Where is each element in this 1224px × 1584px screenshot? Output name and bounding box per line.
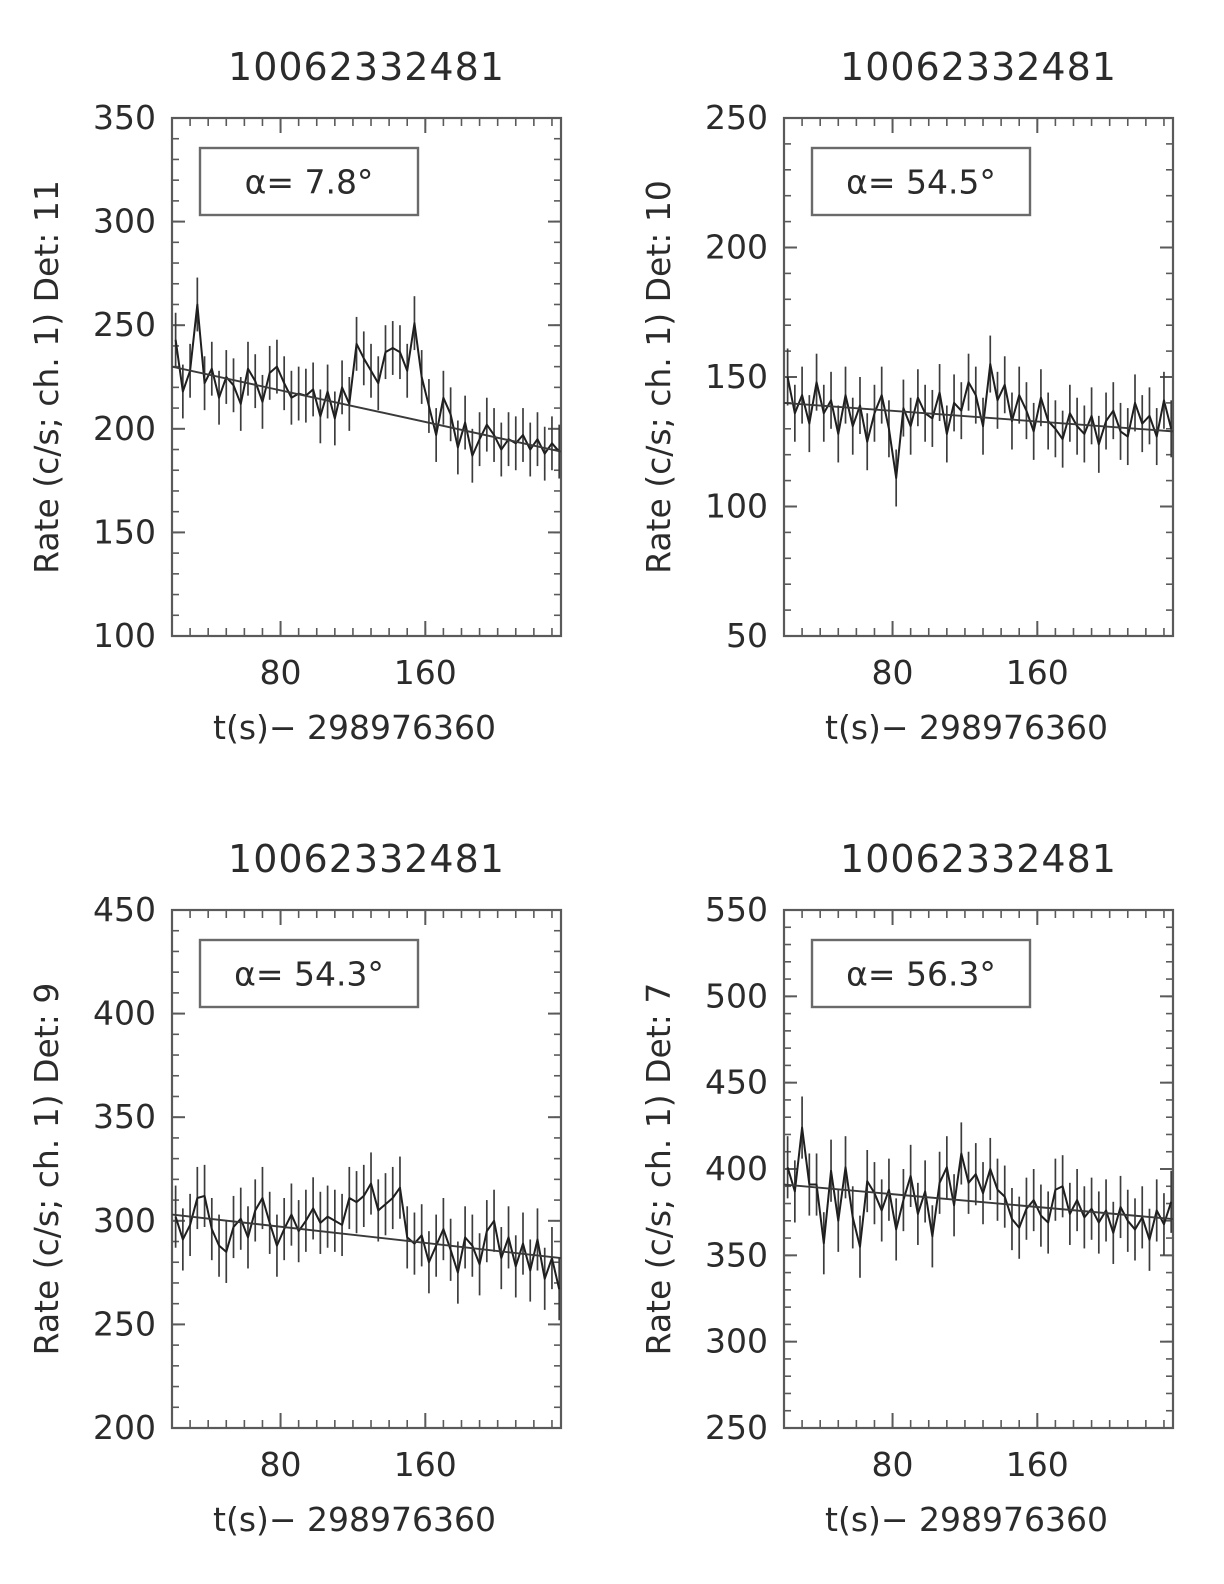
panel-title: 10062332481	[228, 45, 505, 89]
error-bars	[786, 335, 1173, 507]
alpha-annotation-box	[198, 938, 420, 1009]
y-tick-label: 250	[705, 98, 768, 137]
x-tick-label: 160	[394, 653, 457, 692]
y-axis-title: Rate (c/s; ch. 1) Det: 11	[27, 180, 66, 574]
y-tick-label: 250	[705, 1408, 768, 1447]
data-layer	[784, 1096, 1173, 1278]
alpha-annotation-label: α= 56.3°	[846, 955, 996, 994]
panel-title: 10062332481	[840, 837, 1117, 881]
data-layer	[784, 335, 1173, 507]
y-tick-label: 350	[93, 1097, 156, 1136]
alpha-annotation-label: α= 54.5°	[846, 163, 996, 202]
background-fit-line	[172, 1213, 561, 1260]
y-tick-label: 550	[705, 890, 768, 929]
alpha-annotation-box	[810, 938, 1032, 1009]
x-tick-label: 80	[260, 653, 302, 692]
x-axis-title: t(s)− 298976360	[825, 1500, 1108, 1539]
plot-svg-2: 10062332481 200 250 300 350 400 450 80 160 α= 54.…	[27, 837, 563, 1539]
plot-panel: 10062332481 250 300 350 400 450 500 550 80 160 α= …	[612, 792, 1224, 1584]
plot-frame	[170, 908, 563, 1430]
plot-svg-0: 10062332481 100 150 200 250 300 350 80 160 α= 7.8…	[27, 45, 563, 747]
y-tick-label: 150	[93, 512, 156, 551]
alpha-annotation-box	[198, 146, 420, 217]
x-axis-title: t(s)− 298976360	[213, 708, 496, 747]
y-tick-label: 250	[93, 1304, 156, 1343]
alpha-annotation-label: α= 54.3°	[234, 955, 384, 994]
alpha-annotation-label: α= 7.8°	[245, 163, 374, 202]
data-curve	[174, 1182, 561, 1290]
background-fit-line	[172, 365, 561, 453]
x-tick-label: 160	[394, 1445, 457, 1484]
x-axis-title: t(s)− 298976360	[213, 1500, 496, 1539]
plot-svg-1: 10062332481 50 100 150 200 250 80 160 α= 54.5° t(…	[639, 45, 1175, 747]
background-fit-line	[784, 1183, 1173, 1221]
plot-frame	[170, 116, 563, 638]
y-tick-label: 300	[93, 1201, 156, 1240]
data-layer	[172, 1152, 561, 1321]
y-tick-label: 50	[726, 616, 768, 655]
y-tick-label: 200	[93, 409, 156, 448]
plot-svg-3: 10062332481 250 300 350 400 450 500 550 80 160 α= …	[639, 837, 1175, 1539]
y-tick-label: 500	[705, 976, 768, 1015]
y-tick-label: 100	[705, 487, 768, 526]
x-tick-label: 160	[1006, 653, 1069, 692]
y-axis-title: Rate (c/s; ch. 1) Det: 9	[27, 983, 66, 1356]
y-tick-label: 450	[93, 890, 156, 929]
x-tick-label: 80	[260, 1445, 302, 1484]
y-tick-label: 200	[705, 228, 768, 267]
x-axis-title: t(s)− 298976360	[825, 708, 1108, 747]
background-fit-line	[784, 401, 1173, 433]
x-tick-label: 80	[872, 653, 914, 692]
y-axis-title: Rate (c/s; ch. 1) Det: 7	[639, 983, 678, 1356]
plot-panel: 10062332481 50 100 150 200 250 80 160 α= 54.5° t(…	[612, 0, 1224, 792]
y-tick-label: 300	[93, 202, 156, 241]
y-tick-label: 300	[705, 1322, 768, 1361]
plot-panel: 10062332481 200 250 300 350 400 450 80 160 α= 54.…	[0, 792, 612, 1584]
alpha-annotation-box	[810, 146, 1032, 217]
y-tick-label: 400	[93, 994, 156, 1033]
data-layer	[172, 277, 561, 483]
y-tick-label: 350	[93, 98, 156, 137]
error-bars	[786, 1096, 1173, 1278]
y-tick-label: 100	[93, 616, 156, 655]
y-tick-label: 150	[705, 357, 768, 396]
y-tick-label: 200	[93, 1408, 156, 1447]
y-tick-label: 450	[705, 1063, 768, 1102]
x-tick-label: 160	[1006, 1445, 1069, 1484]
panel-title: 10062332481	[840, 45, 1117, 89]
x-tick-label: 80	[872, 1445, 914, 1484]
plot-panel: 10062332481 100 150 200 250 300 350 80 160 α= 7.8…	[0, 0, 612, 792]
panel-title: 10062332481	[228, 837, 505, 881]
y-tick-label: 250	[93, 305, 156, 344]
y-tick-label: 350	[705, 1235, 768, 1274]
y-axis-title: Rate (c/s; ch. 1) Det: 10	[639, 180, 678, 574]
data-curve	[786, 363, 1173, 480]
y-tick-label: 400	[705, 1149, 768, 1188]
